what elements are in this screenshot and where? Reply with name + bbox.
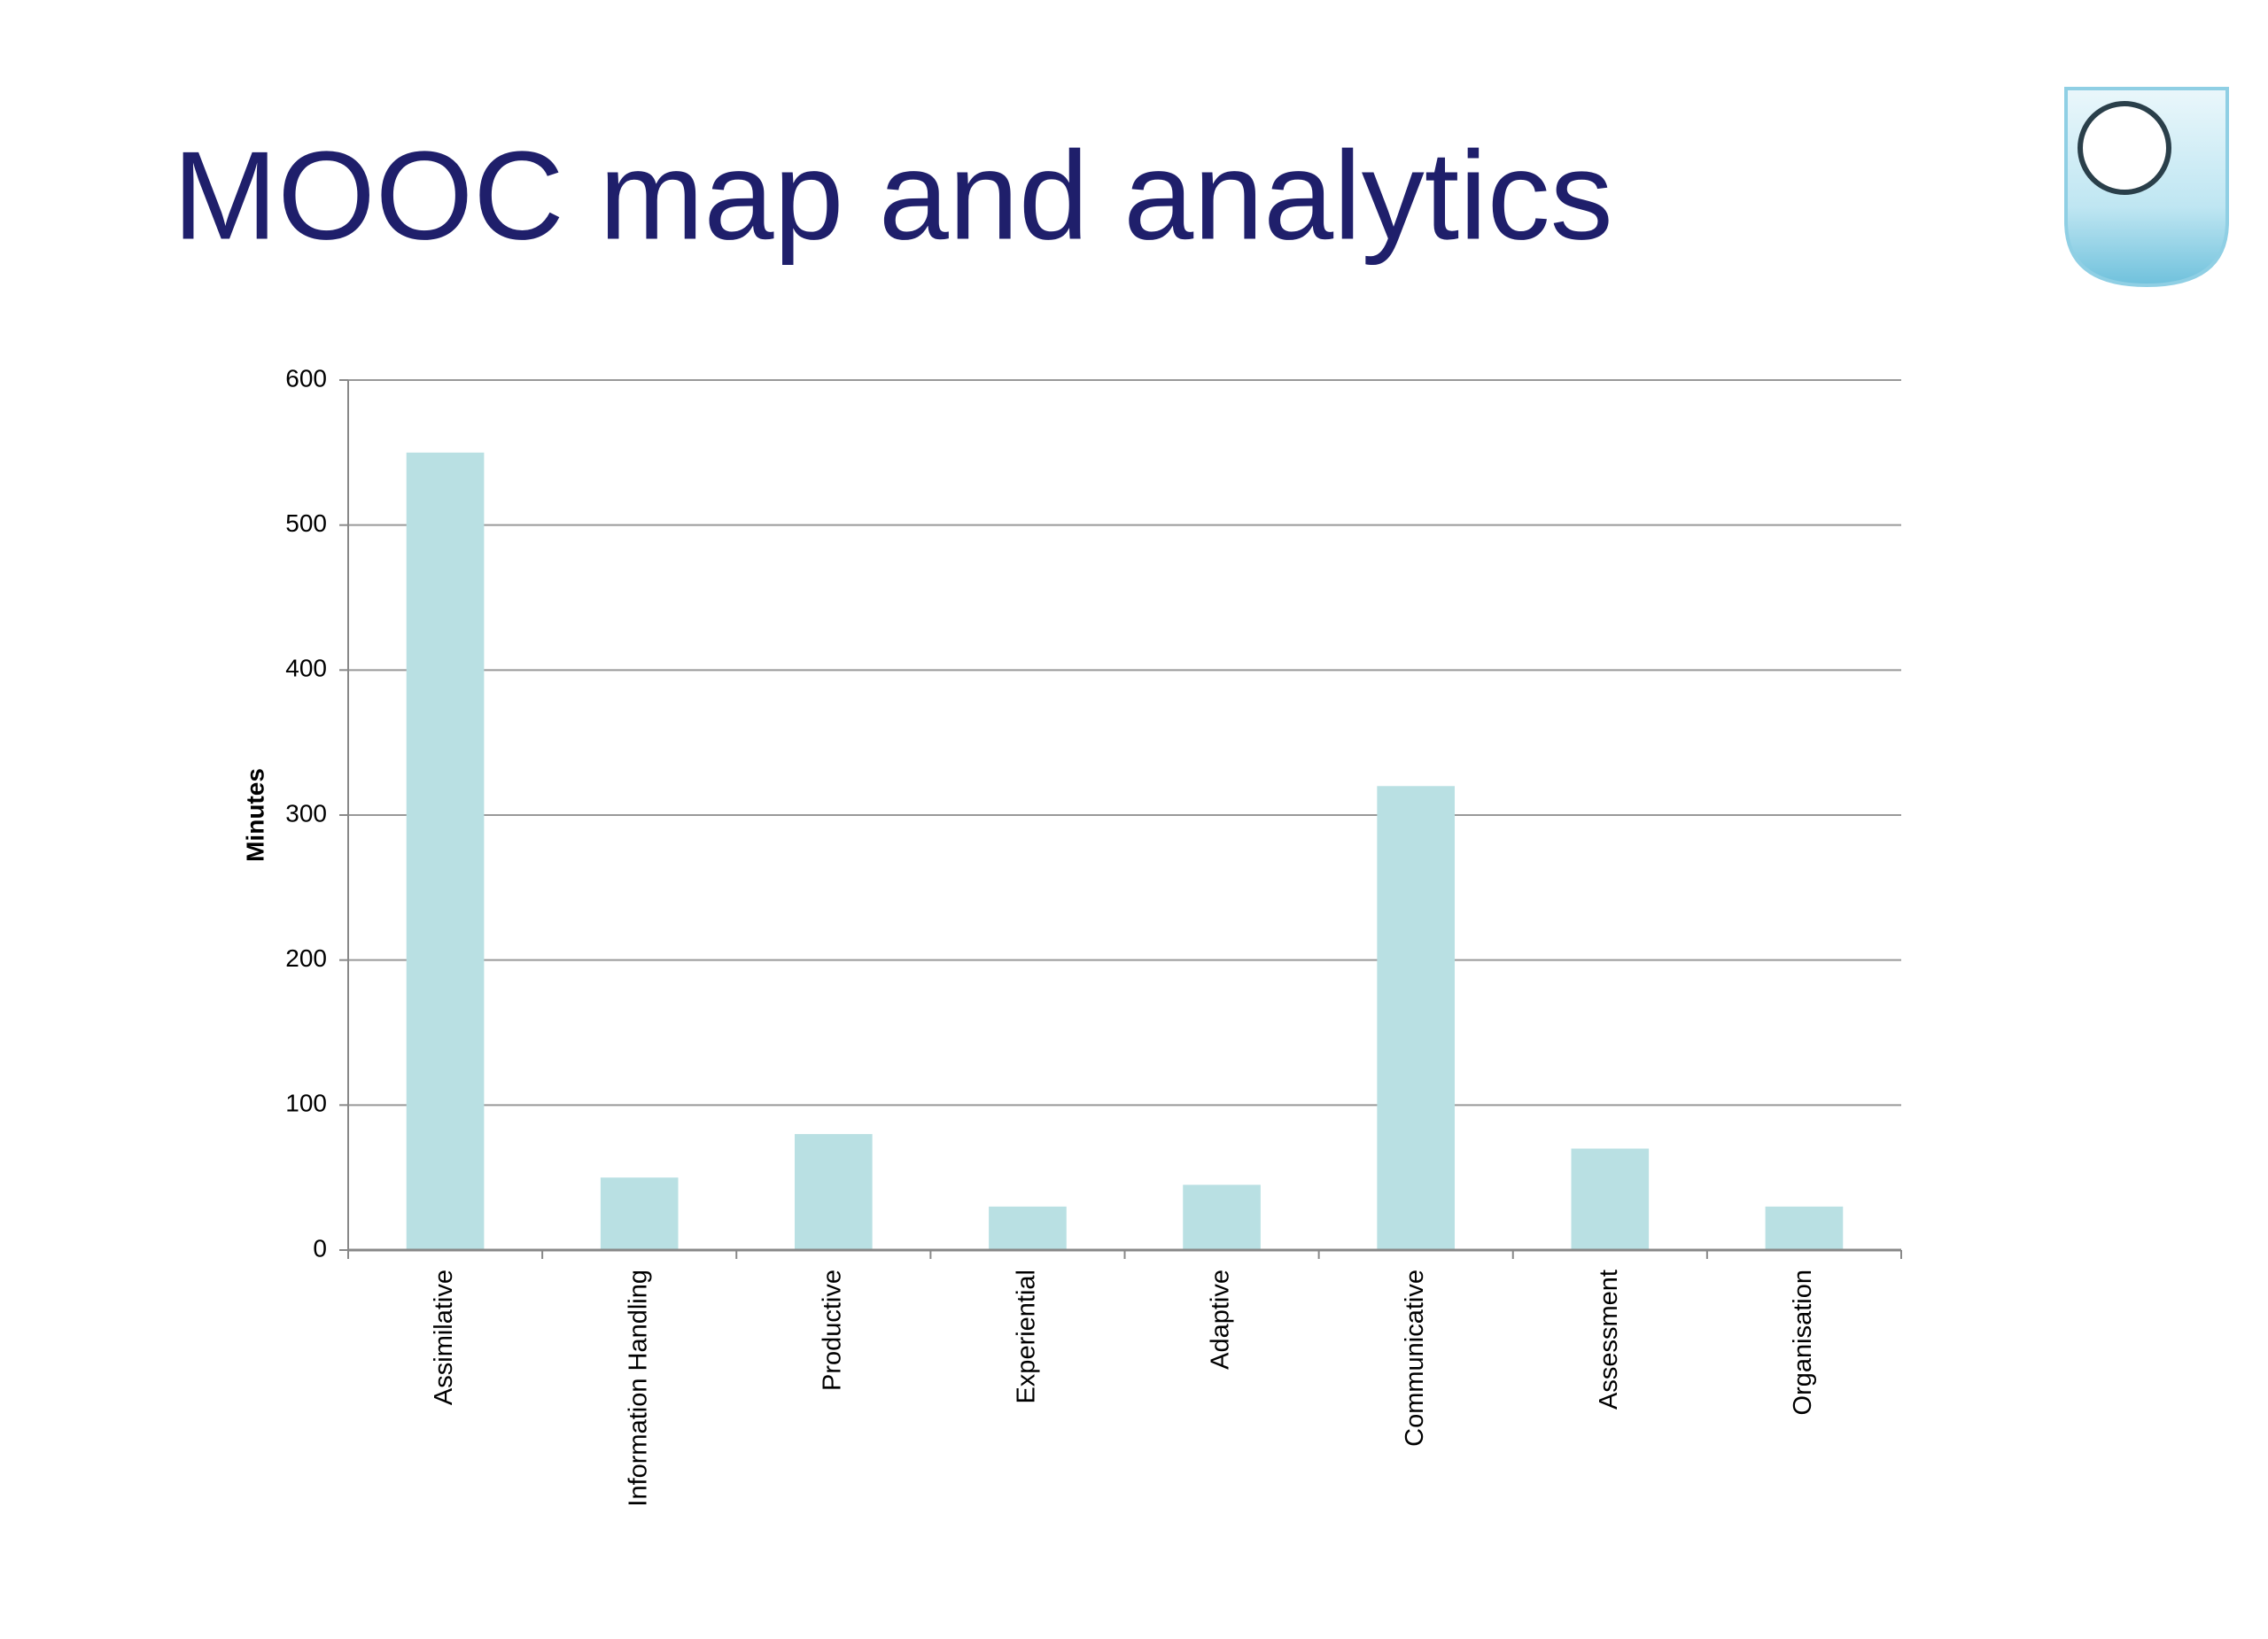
x-tick-label: Communicative	[1401, 1270, 1429, 1447]
y-axis-label: Minutes	[241, 768, 268, 862]
bar	[600, 1177, 679, 1250]
bar	[989, 1206, 1067, 1250]
y-tick-label: 500	[285, 509, 327, 537]
y-tick-label: 200	[285, 944, 327, 972]
x-tick-label: Productive	[818, 1270, 846, 1391]
x-tick-label: Assessment	[1595, 1270, 1623, 1410]
bar	[794, 1134, 873, 1250]
y-tick-label: 300	[285, 799, 327, 827]
y-tick-label: 0	[313, 1234, 327, 1262]
x-tick-label: Organisation	[1789, 1270, 1817, 1415]
x-tick-label: Experiential	[1013, 1270, 1041, 1404]
bar	[406, 452, 485, 1250]
bar	[1765, 1206, 1844, 1250]
x-tick-label: Assimilative	[430, 1270, 458, 1405]
y-tick-label: 100	[285, 1090, 327, 1117]
x-tick-label: Information Handling	[624, 1270, 652, 1507]
bar	[1377, 786, 1456, 1250]
slide-title: MOOC map and analytics	[173, 126, 1613, 267]
y-tick-label: 600	[285, 364, 327, 392]
bar	[1183, 1185, 1261, 1250]
bar	[1571, 1148, 1650, 1250]
logo	[2064, 87, 2229, 288]
y-tick-label: 400	[285, 655, 327, 682]
x-tick-label: Adaptive	[1207, 1270, 1235, 1370]
